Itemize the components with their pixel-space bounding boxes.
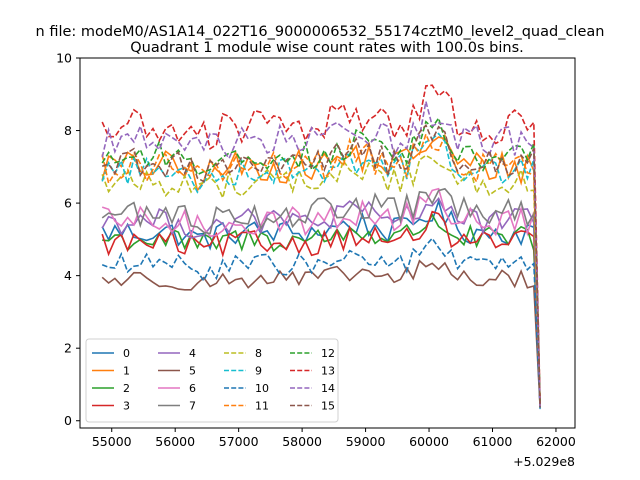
series-line-14 xyxy=(101,101,541,410)
y-tick-label: 0 xyxy=(64,413,72,428)
chart-title: Quadrant 1 module wise count rates with … xyxy=(130,40,524,56)
series-line-3 xyxy=(101,210,541,403)
x-tick-label: 61000 xyxy=(473,434,513,449)
x-tick-label: 62000 xyxy=(536,434,576,449)
x-offset-label: +5.029e8 xyxy=(513,454,575,469)
y-tick-label: 10 xyxy=(56,51,72,66)
series-line-7 xyxy=(101,187,541,405)
series-line-10 xyxy=(101,237,541,408)
x-tick-label: 57000 xyxy=(219,434,259,449)
legend-label-6: 6 xyxy=(189,382,196,395)
series-line-13 xyxy=(101,84,541,404)
legend-label-2: 2 xyxy=(123,382,130,395)
legend-label-14: 14 xyxy=(321,382,335,395)
legend-label-8: 8 xyxy=(255,347,262,360)
x-axis: 55000 56000 57000 58000 59000 60000 61000 62000 xyxy=(92,428,576,449)
x-tick-label: 58000 xyxy=(282,434,322,449)
legend-label-13: 13 xyxy=(321,365,335,378)
series-line-12 xyxy=(101,116,541,405)
series-line-2 xyxy=(102,212,541,405)
figure-suptitle: n file: modeM0/AS1A14_022T16_9000006532_… xyxy=(36,24,605,40)
x-tick-label: 59000 xyxy=(346,434,386,449)
y-tick-label: 8 xyxy=(64,123,72,138)
y-tick-label: 6 xyxy=(64,196,72,211)
legend-label-10: 10 xyxy=(255,382,269,395)
legend-label-15: 15 xyxy=(321,400,335,413)
legend-label-5: 5 xyxy=(189,365,196,378)
plot-frame xyxy=(79,57,576,429)
legend-box xyxy=(85,338,339,423)
series-line-15 xyxy=(101,123,541,408)
plot-lines xyxy=(101,84,541,410)
x-tick-label: 60000 xyxy=(409,434,449,449)
legend-label-12: 12 xyxy=(321,347,335,360)
series-line-9 xyxy=(101,132,541,409)
legend-label-0: 0 xyxy=(123,347,130,360)
y-tick-label: 4 xyxy=(64,268,72,283)
legend-label-3: 3 xyxy=(123,400,130,413)
legend-label-9: 9 xyxy=(255,365,262,378)
series-line-6 xyxy=(101,187,541,406)
y-axis: 0 2 4 6 8 10 xyxy=(56,51,80,428)
x-tick-label: 56000 xyxy=(155,434,195,449)
legend-label-11: 11 xyxy=(255,400,269,413)
legend-label-4: 4 xyxy=(189,347,196,360)
series-line-8 xyxy=(101,154,541,404)
x-tick-label: 55000 xyxy=(92,434,132,449)
legend-label-7: 7 xyxy=(189,400,196,413)
y-tick-label: 2 xyxy=(64,341,72,356)
series-line-5 xyxy=(101,259,541,408)
legend-label-1: 1 xyxy=(123,365,130,378)
